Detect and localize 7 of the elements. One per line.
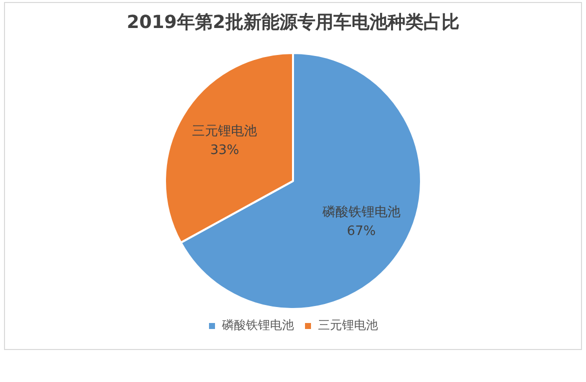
data-label: 67% (346, 224, 376, 239)
data-label: 33% (210, 142, 240, 158)
slice-label: 三元锂电池 (192, 124, 258, 139)
chart-title: 2019年第2批新能源专用车电池种类占比 (126, 11, 460, 34)
legend-label: 磷酸铁锂电池 (221, 318, 294, 332)
legend-label: 三元锂电池 (318, 318, 378, 332)
slice-label: 磷酸铁锂电池 (321, 204, 400, 220)
